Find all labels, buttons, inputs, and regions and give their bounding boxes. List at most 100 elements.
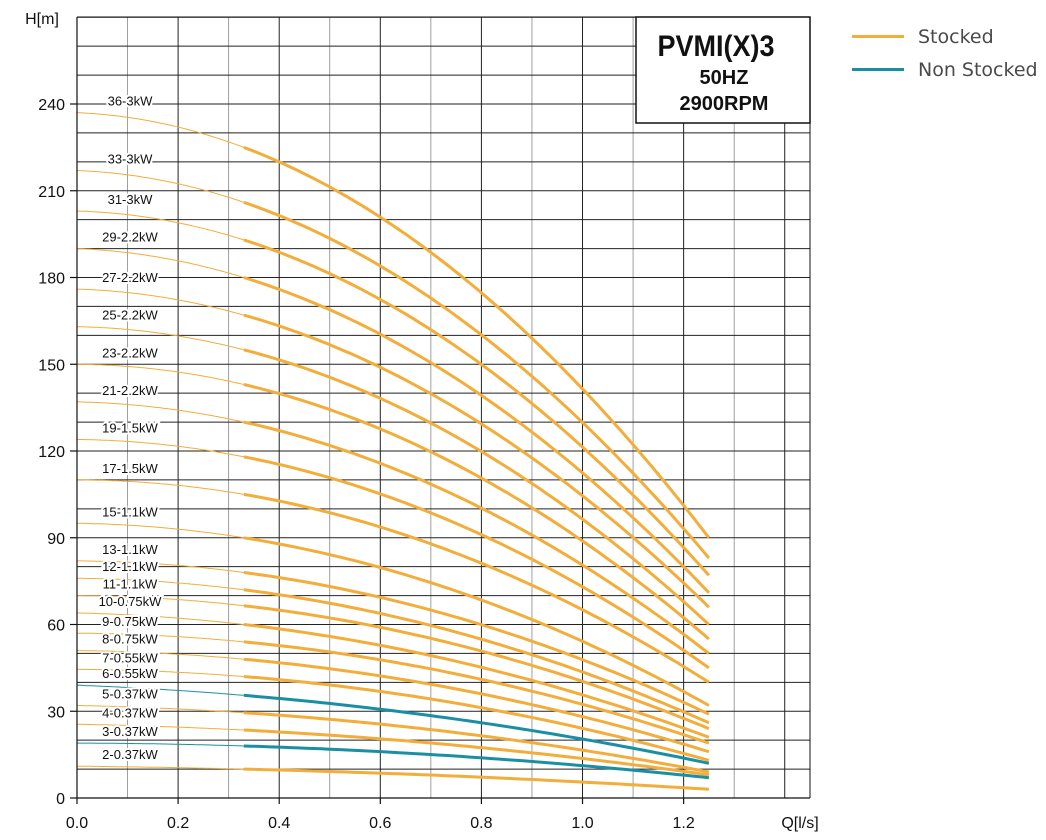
curve-operating-segment (243, 455, 710, 670)
y-tick-label: 60 (47, 618, 65, 635)
curve-thin-segment (77, 595, 244, 607)
curve-thin-segment (77, 326, 244, 351)
y-tick-label: 0 (56, 791, 65, 808)
curve-operating-segment (243, 604, 710, 730)
curve-thin-segment (77, 668, 244, 677)
curve-label: 11-1.1kW (103, 577, 158, 592)
curve-thin-segment (77, 632, 244, 643)
curve-operating-segment (243, 693, 710, 765)
curve-thin-segment (76, 612, 244, 625)
curve-operating-segment (243, 675, 710, 762)
legend-label-stocked: Stocked (918, 25, 994, 48)
curve-operating-segment (243, 728, 710, 777)
chart-subtitle-speed: 2900RPM (680, 93, 769, 115)
y-tick-label: 120 (38, 444, 65, 461)
curve-operating-segment (243, 276, 710, 594)
y-tick-label: 90 (47, 531, 65, 548)
curve-thin-segment (77, 363, 244, 385)
grid-lines (77, 16, 810, 798)
curve-label: 13-1.1kW (102, 542, 158, 557)
title-box-frame (635, 16, 811, 124)
legend-swatch-stocked (852, 35, 904, 38)
title-box: PVMI(X)3 50HZ 2900RPM (635, 16, 811, 124)
curve-thin-segment (77, 560, 244, 573)
curve-thin-segment (76, 684, 244, 696)
x-tick-label: 1.2 (672, 815, 694, 832)
curve-thin-segment (76, 288, 244, 316)
y-tick-label: 30 (47, 704, 65, 721)
curve-operating-segment (243, 200, 711, 559)
x-tick-label: 0.4 (268, 815, 290, 832)
x-axis-title: Q[l/s] (781, 815, 818, 832)
curve-operating-segment (243, 744, 710, 780)
legend: Stocked Non Stocked (852, 20, 1038, 86)
y-tick-label: 150 (38, 357, 65, 374)
curve-thin-segment (77, 705, 244, 714)
curve-label: 33-3kW (108, 152, 154, 167)
x-tick-label: 0.8 (470, 815, 492, 832)
curve-operating-segment (243, 588, 710, 725)
curve-label: 31-3kW (108, 192, 154, 207)
x-tick-label: 0.6 (369, 815, 391, 832)
chart-title: PVMI(X)3 (658, 30, 775, 64)
curve-labels-layer: 36-3kW 33-3kW 31-3kW 29-2.2kW 27-2.2kW 25-2.2… (97, 92, 165, 765)
y-tick-label: 210 (38, 184, 65, 201)
curve-label: 8-0.75kW (102, 632, 158, 647)
curve-thin-segment (76, 401, 244, 423)
curve-operating-segment (243, 657, 710, 754)
curve-label: 9-0.75kW (102, 614, 158, 629)
curve-label: 19-1.5kW (102, 420, 158, 435)
curve-operating-segment (243, 383, 710, 641)
y-axis-title: H[m] (25, 11, 59, 28)
curve-operating-segment (243, 767, 709, 791)
curve-label: 12-1.1kW (102, 559, 158, 574)
curve-label: 3-0.37kW (102, 724, 158, 739)
legend-swatch-non-stocked (852, 68, 904, 71)
y-tick-label: 240 (38, 97, 65, 114)
x-tick-label: 0.0 (66, 815, 88, 832)
legend-item-non-stocked: Non Stocked (852, 53, 1038, 86)
curve-operating-segment (243, 640, 710, 745)
curve-label: 36-3kW (108, 94, 154, 109)
curve-label: 4-0.37kW (102, 705, 158, 720)
curve-thin-segment (76, 112, 244, 148)
curve-label: 7-0.55kW (102, 650, 158, 665)
curve-thin-segment (77, 479, 244, 495)
curve-thin-segment (77, 765, 244, 770)
chart-subtitle-frequency: 50HZ (700, 67, 749, 89)
curve-operating-segment (243, 238, 711, 577)
curve-operating-segment (243, 145, 711, 539)
curve-thin-segment (76, 577, 244, 591)
curves-layer (76, 112, 711, 791)
curve-thin-segment (77, 522, 244, 539)
curve-thin-segment (76, 210, 244, 241)
legend-item-stocked: Stocked (852, 20, 1038, 53)
curve-label: 27-2.2kW (102, 270, 158, 285)
curve-label: 23-2.2kW (102, 345, 158, 360)
x-tick-label: 1.0 (571, 815, 593, 832)
curve-thin-segment (76, 438, 244, 458)
x-tick-label: 0.2 (167, 815, 189, 832)
curve-operating-segment (243, 711, 710, 774)
curve-operating-segment (243, 420, 710, 655)
curve-thin-segment (76, 170, 244, 203)
curve-label: 25-2.2kW (102, 308, 158, 323)
curve-operating-segment (243, 313, 710, 609)
legend-label-non-stocked: Non Stocked (918, 58, 1038, 81)
curve-thin-segment (76, 650, 244, 660)
curve-label: 15-1.1kW (102, 504, 158, 519)
curve-operating-segment (243, 348, 710, 626)
curve-operating-segment (243, 492, 710, 684)
curve-label: 5-0.37kW (102, 686, 158, 701)
curve-operating-segment (243, 623, 710, 739)
curve-label: 21-2.2kW (102, 383, 158, 398)
curve-thin-segment (77, 723, 244, 731)
axes: 0 30 60 90 120 150 180 210 240 0.0 0.2 0.4 0.6 0.8 1.0… (25, 11, 819, 832)
curve-operating-segment (243, 571, 710, 716)
curve-thin-segment (76, 248, 244, 278)
curve-thin-segment (77, 742, 244, 747)
curve-label: 10-0.75kW (99, 594, 163, 609)
curve-label: 6-0.55kW (102, 666, 158, 681)
curve-operating-segment (243, 536, 710, 707)
